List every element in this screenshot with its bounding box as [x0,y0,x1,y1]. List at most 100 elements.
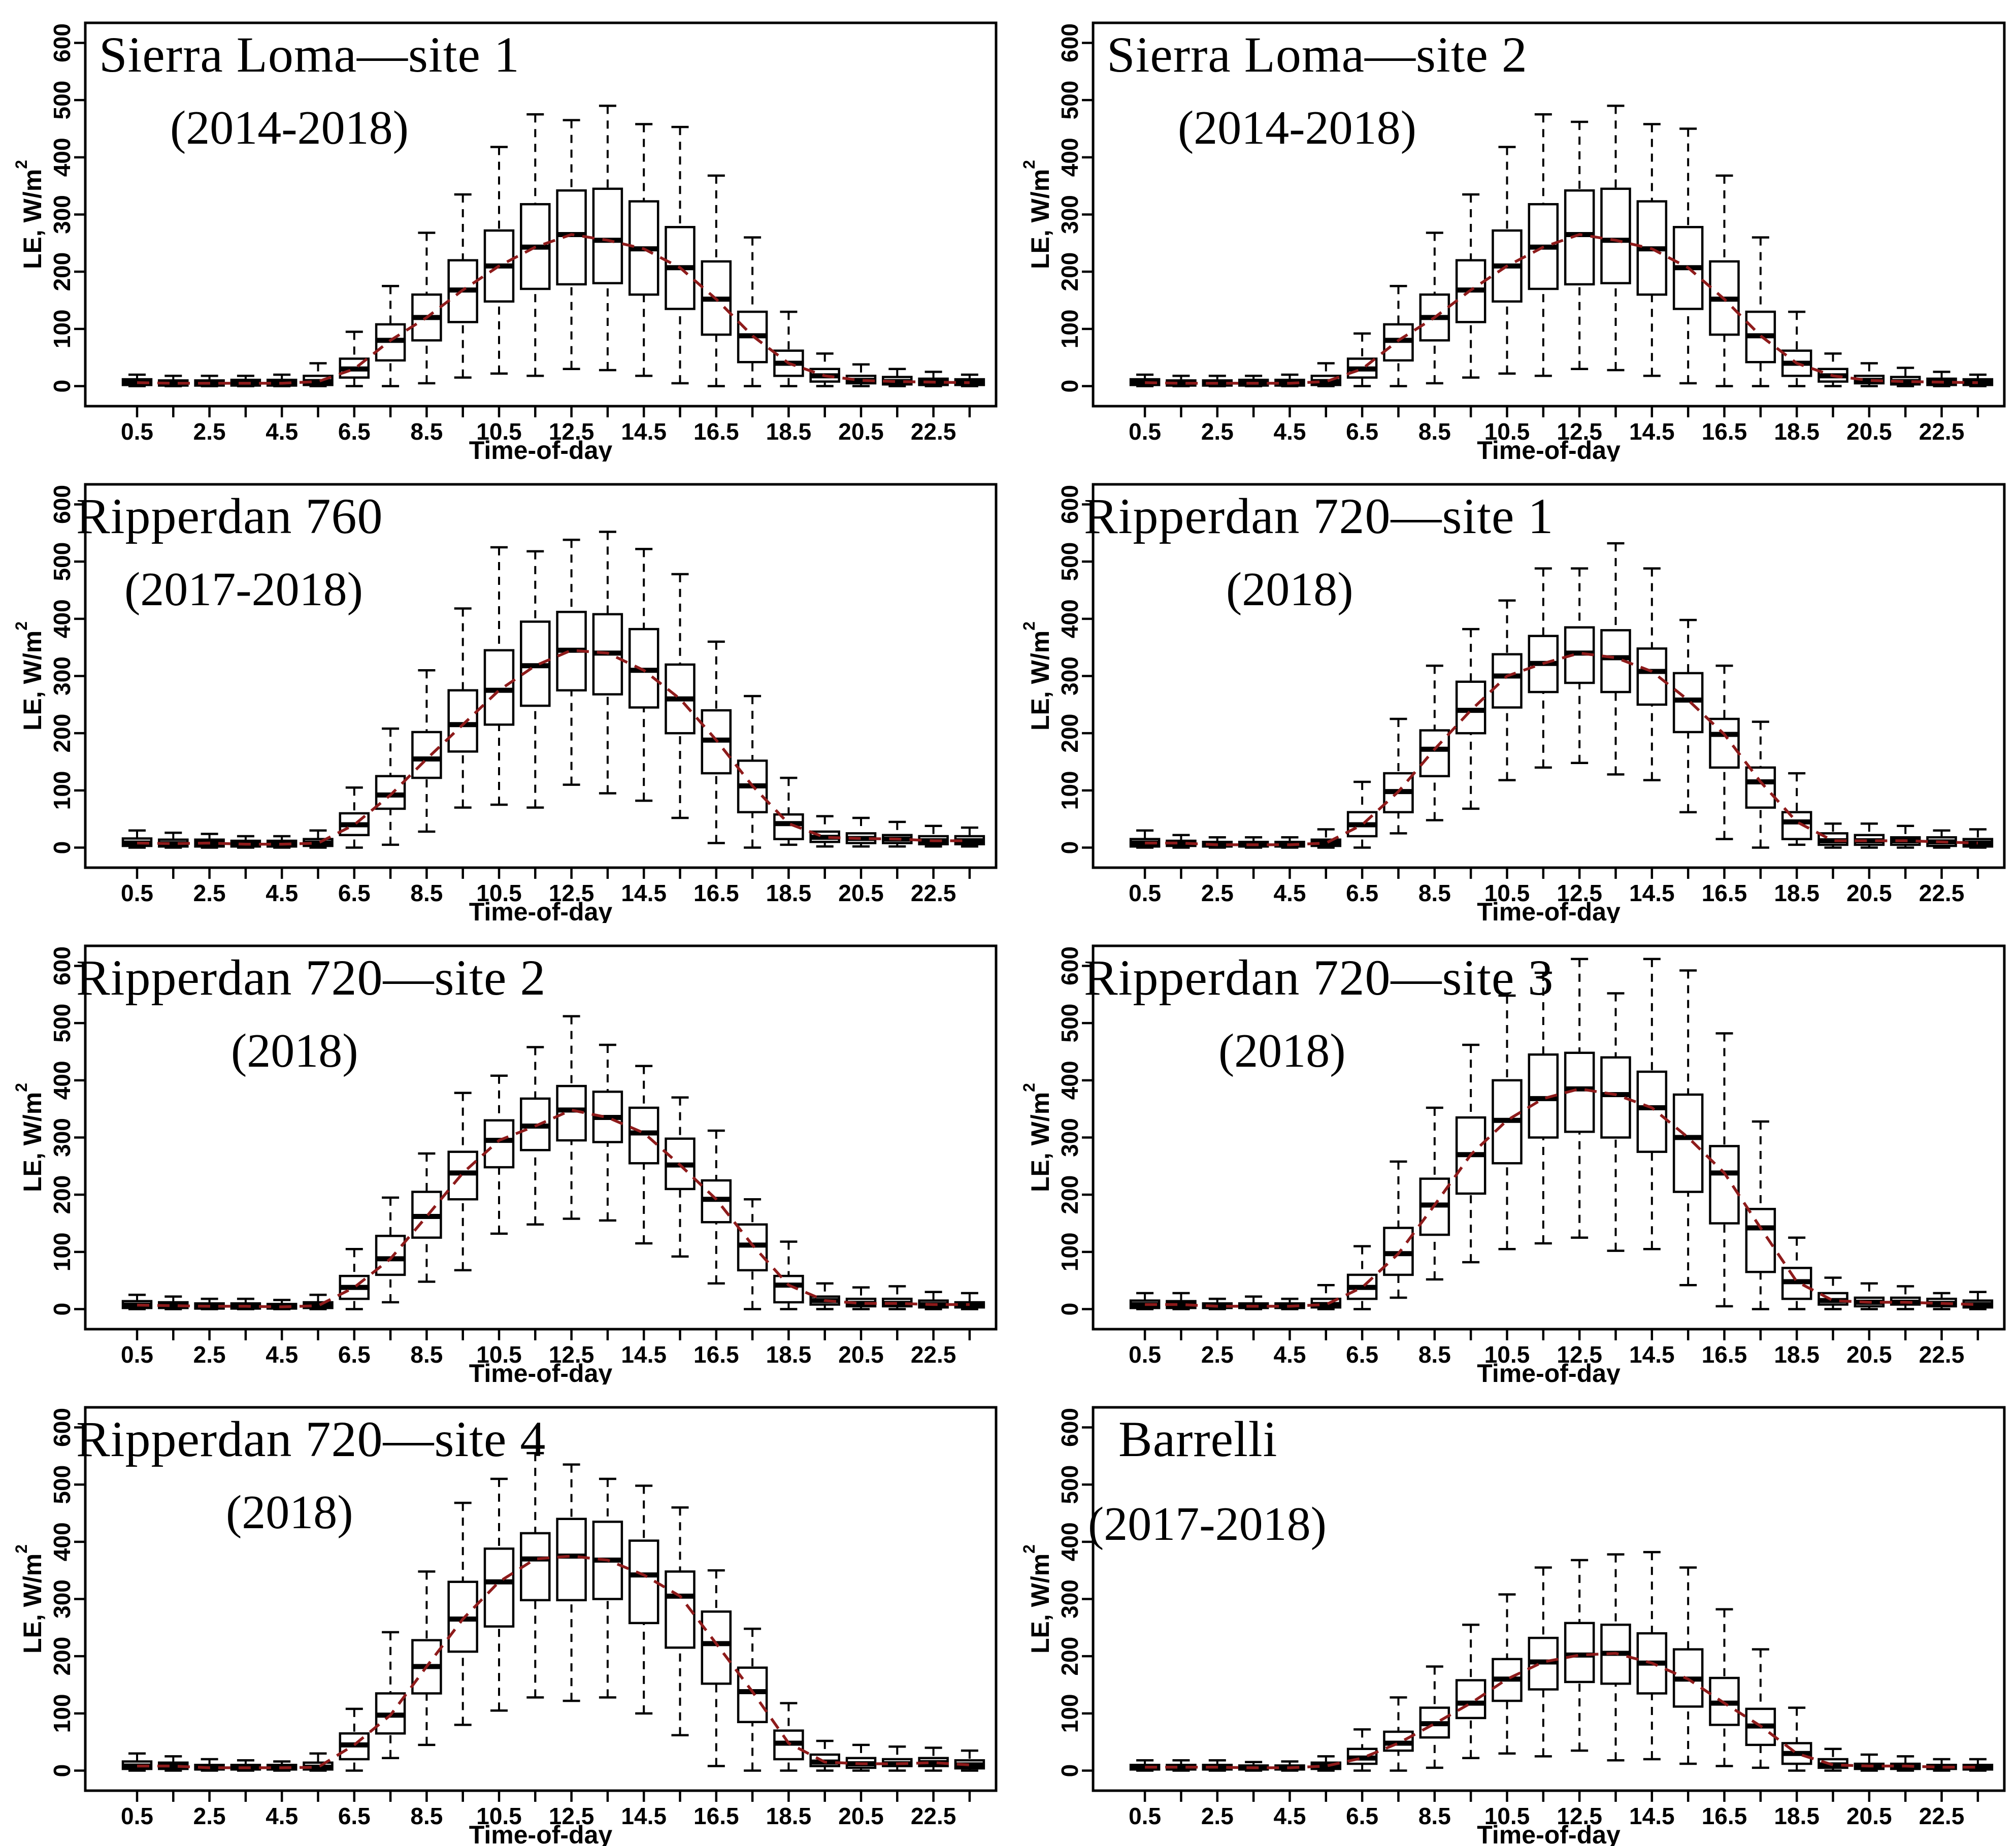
y-axis: 0 100 200 300 400 500 600 [49,946,85,1315]
box [1564,958,1595,1239]
y-tick-label: 0 [49,380,75,393]
x-tick-label: 2.5 [193,1341,226,1368]
box [665,125,696,385]
boxplot-canvas: 0 100 200 300 400 500 600 LE, W/m2 0.5 2.5 4.5 6.5 8… [1020,21,2006,461]
box [556,1463,587,1702]
x-tick-label: 12.5 [549,418,594,445]
box [845,1286,877,1310]
x-tick-label: 16.5 [693,1341,739,1368]
box [592,1477,623,1699]
box [1854,1753,1885,1772]
box [339,1707,370,1772]
box [628,1065,659,1245]
boxplot-canvas: 0 100 200 300 400 500 600 LE, W/m2 0.5 2.5 4.5 6.5 8… [12,944,998,1384]
box [1709,664,1740,840]
x-tick-label: 10.5 [1484,418,1530,445]
y-axis-title: LE, W/m2 [12,1544,47,1654]
y-axis-title: LE, W/m2 [1020,621,1054,731]
x-axis-title: Time-of-day [469,898,613,923]
iqr-box [483,649,515,726]
x-tick-label: 16.5 [1702,418,1747,445]
plot-border [1092,483,2006,869]
box [882,1285,913,1310]
box [1709,1032,1740,1308]
x-tick-label: 12.5 [549,1341,594,1368]
boxplot-canvas: 0 100 200 300 400 500 600 LE, W/m2 0.5 2.5 4.5 6.5 8… [1020,483,2006,923]
y-axis-title: LE, W/m2 [12,160,47,269]
box [1890,1755,1921,1772]
box [230,835,261,849]
iqr-box [1564,1622,1595,1684]
x-axis-title: Time-of-day [469,436,613,461]
box [411,1152,442,1283]
plot-border [1092,1406,2006,1792]
y-tick-label: 100 [1056,1233,1083,1272]
x-tick-label: 20.5 [838,418,884,445]
box [121,1752,153,1772]
iqr-box [665,1570,696,1649]
box [447,1501,478,1726]
box [954,1749,985,1772]
boxplot-canvas: 0 100 200 300 400 500 600 LE, W/m2 0.5 2.5 4.5 6.5 8… [12,483,998,923]
y-tick-label: 400 [1056,1061,1083,1100]
y-tick-label: 100 [49,309,75,348]
x-tick-label: 2.5 [1201,418,1234,445]
box [1962,1758,1994,1772]
y-tick-label: 100 [1056,1694,1083,1733]
box [1672,618,1704,813]
box [483,1477,515,1712]
x-tick-label: 14.5 [621,1803,667,1829]
panel-sierra-loma-site-2: 0 100 200 300 400 500 600 LE, W/m2 0.5 2.5 4.5 6.5 8… [1008,0,2016,461]
iqr-box [1672,1093,1704,1193]
x-axis: 0.5 2.5 4.5 6.5 8.5 10.5 12.5 14.5 16.5 18.5 20.5 2… [121,1791,971,1829]
median-trend-line [1145,1087,1978,1308]
panel-title: Sierra Loma—site 1 [99,26,520,83]
median-trend-line [137,1555,970,1769]
x-tick-label: 8.5 [410,1803,443,1829]
y-tick-label: 600 [49,946,75,985]
panel-title: Ripperdan 720—site 3 [1084,949,1554,1006]
iqr-box [1709,1145,1740,1225]
box [1854,822,1885,849]
box [1419,1106,1450,1281]
iqr-box [1492,653,1523,709]
iqr-box [701,1610,732,1685]
box [1528,971,1559,1245]
panel-title: Barrelli [1118,1411,1278,1467]
x-tick-label: 0.5 [1129,1803,1161,1829]
y-axis: 0 100 200 300 400 500 600 [1056,23,1094,393]
box [520,1046,551,1226]
median-trend-line [1145,1652,1978,1769]
panel-subtitle: (2018) [1218,1025,1346,1077]
box [1781,310,1812,387]
x-tick-label: 14.5 [1629,880,1675,906]
box [845,1743,877,1772]
x-tick-label: 10.5 [1484,880,1530,906]
box [1455,628,1486,810]
x-axis-title: Time-of-day [1477,898,1621,923]
x-tick-label: 12.5 [549,1803,594,1829]
box [665,573,696,819]
x-tick-label: 20.5 [1846,1803,1892,1829]
panel-ripperdan-720-site-1: 0 100 200 300 400 500 600 LE, W/m2 0.5 2.5 4.5 6.5 8… [1008,461,2016,923]
box [1890,367,1921,387]
x-tick-label: 8.5 [410,1341,443,1368]
x-tick-label: 4.5 [1273,1803,1306,1829]
y-tick-label: 0 [1056,380,1083,393]
iqr-box [1600,187,1631,284]
x-tick-label: 4.5 [1273,880,1306,906]
box [1781,1706,1812,1772]
x-tick-label: 18.5 [1774,1341,1820,1368]
panel-ripperdan-720-site-2: 0 100 200 300 400 500 600 LE, W/m2 0.5 2.5 4.5 6.5 8… [0,923,1008,1384]
y-tick-label: 200 [1056,252,1083,291]
box [1419,664,1450,821]
panel-title: Ripperdan 720—site 2 [76,949,546,1006]
x-tick-label: 18.5 [1774,418,1820,445]
plot-area: 0 100 200 300 400 500 600 LE, W/m2 0.5 2.5 4.5 6.5 8… [1020,483,2006,923]
box [1600,1553,1631,1762]
x-tick-label: 6.5 [1346,1341,1378,1368]
x-axis-title: Time-of-day [469,1821,613,1846]
median-trend-line [137,1108,970,1308]
x-tick-label: 2.5 [1201,880,1234,906]
